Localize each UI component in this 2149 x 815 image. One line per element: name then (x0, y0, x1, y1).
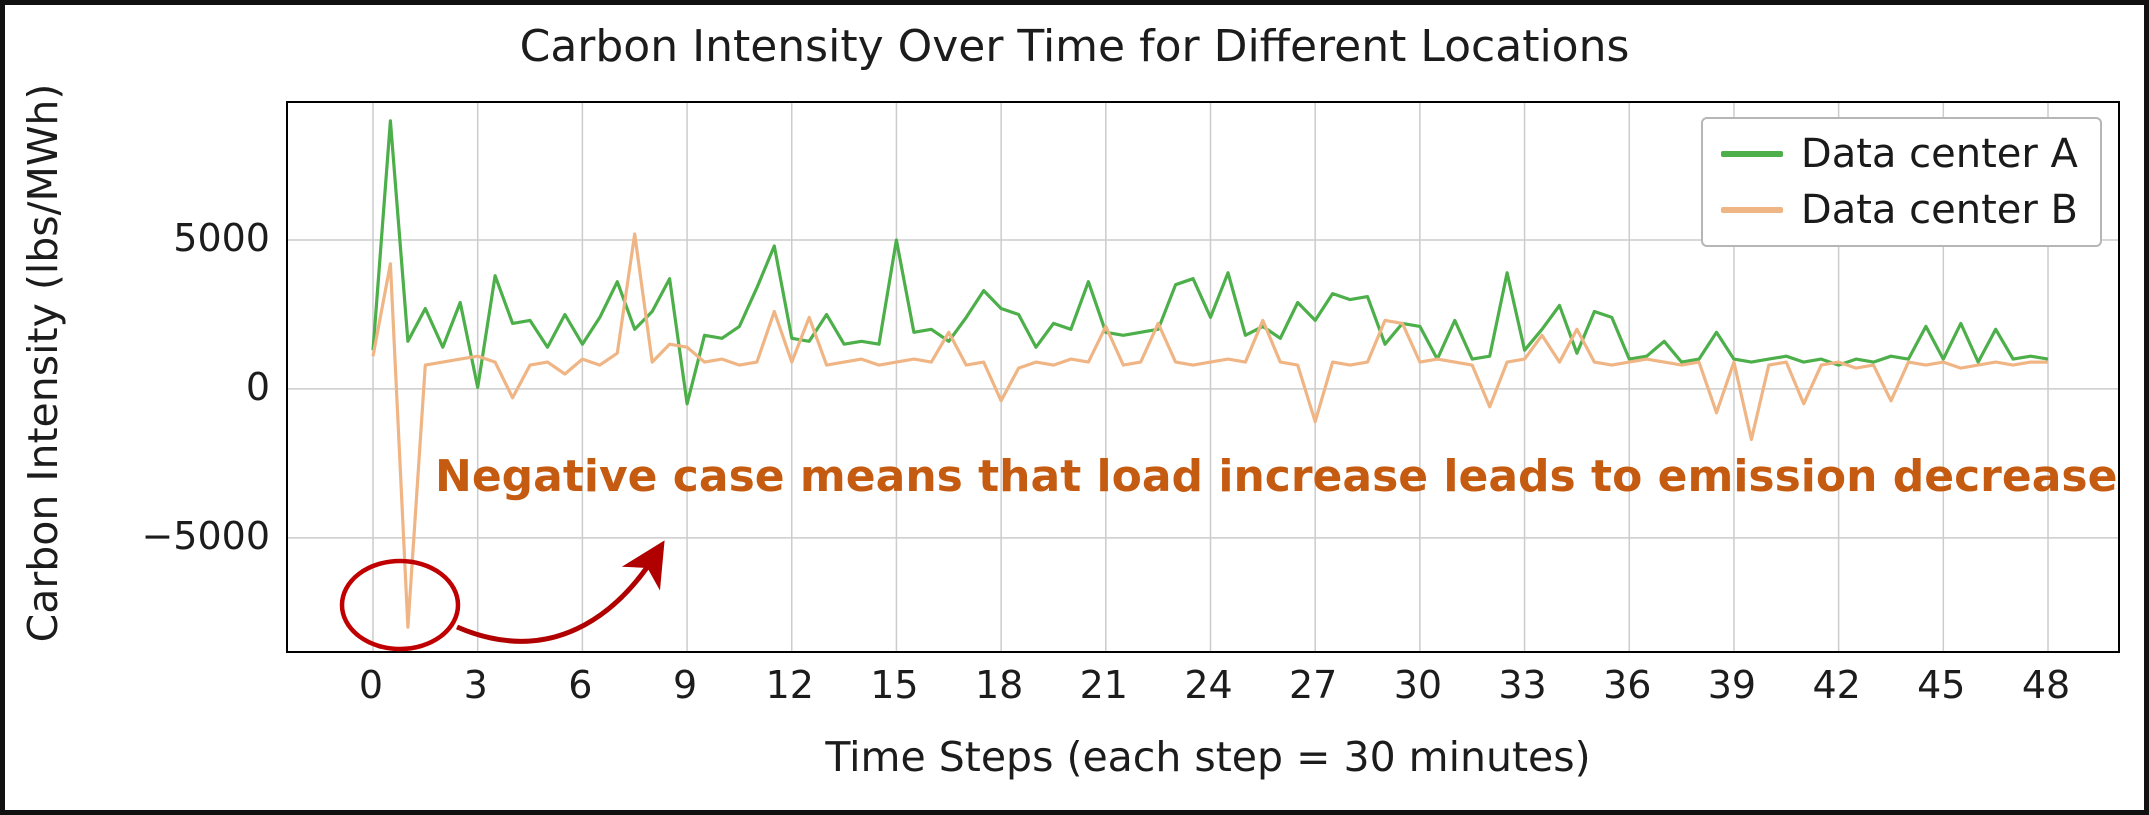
legend-label-a: Data center A (1800, 131, 2078, 177)
x-tick-label: 33 (1498, 663, 1547, 707)
y-tick-label: 5000 (173, 216, 270, 260)
x-tick-label: 48 (2021, 663, 2071, 707)
x-tick-label: 42 (1812, 663, 1861, 707)
legend-line-swatch-a (1720, 151, 1783, 157)
x-tick-label: 12 (765, 663, 814, 707)
x-tick-label: 45 (1917, 663, 1966, 707)
y-tick-label: −5000 (141, 513, 270, 558)
x-tick-label: 18 (974, 663, 1024, 707)
x-tick-label: 6 (568, 663, 593, 707)
x-tick-label: 9 (672, 663, 698, 707)
legend-line-swatch-b (1720, 207, 1783, 213)
x-tick-label: 39 (1707, 663, 1757, 707)
x-axis-label: Time Steps (each step = 30 minutes) (825, 733, 1591, 781)
x-tick-label: 3 (463, 663, 488, 707)
x-tick-label: 36 (1603, 663, 1652, 707)
legend-entry-b: Data center B (1720, 187, 2078, 233)
x-tick-label: 21 (1079, 663, 1128, 707)
x-tick-label: 24 (1184, 663, 1233, 707)
legend-label-b: Data center B (1800, 187, 2078, 233)
legend-entry-a: Data center A (1720, 131, 2078, 177)
plot-canvas (288, 103, 2118, 651)
x-tick-label: 15 (870, 663, 919, 707)
y-axis-label: Carbon Intensity (lbs/MWh) (19, 83, 67, 643)
annotation-text: Negative case means that load increase l… (435, 451, 2118, 502)
legend: Data center A Data center B (1700, 117, 2102, 247)
series-line-b (371, 232, 2048, 629)
x-tick-label: 27 (1289, 663, 1338, 707)
x-tick-label: 0 (358, 663, 384, 707)
x-tick-label: 30 (1393, 663, 1443, 707)
plot-area: Data center A Data center B (286, 101, 2120, 653)
y-tick-label: 0 (245, 364, 270, 409)
chart-title: Carbon Intensity Over Time for Different… (519, 21, 1630, 72)
series-line-a (371, 119, 2049, 406)
